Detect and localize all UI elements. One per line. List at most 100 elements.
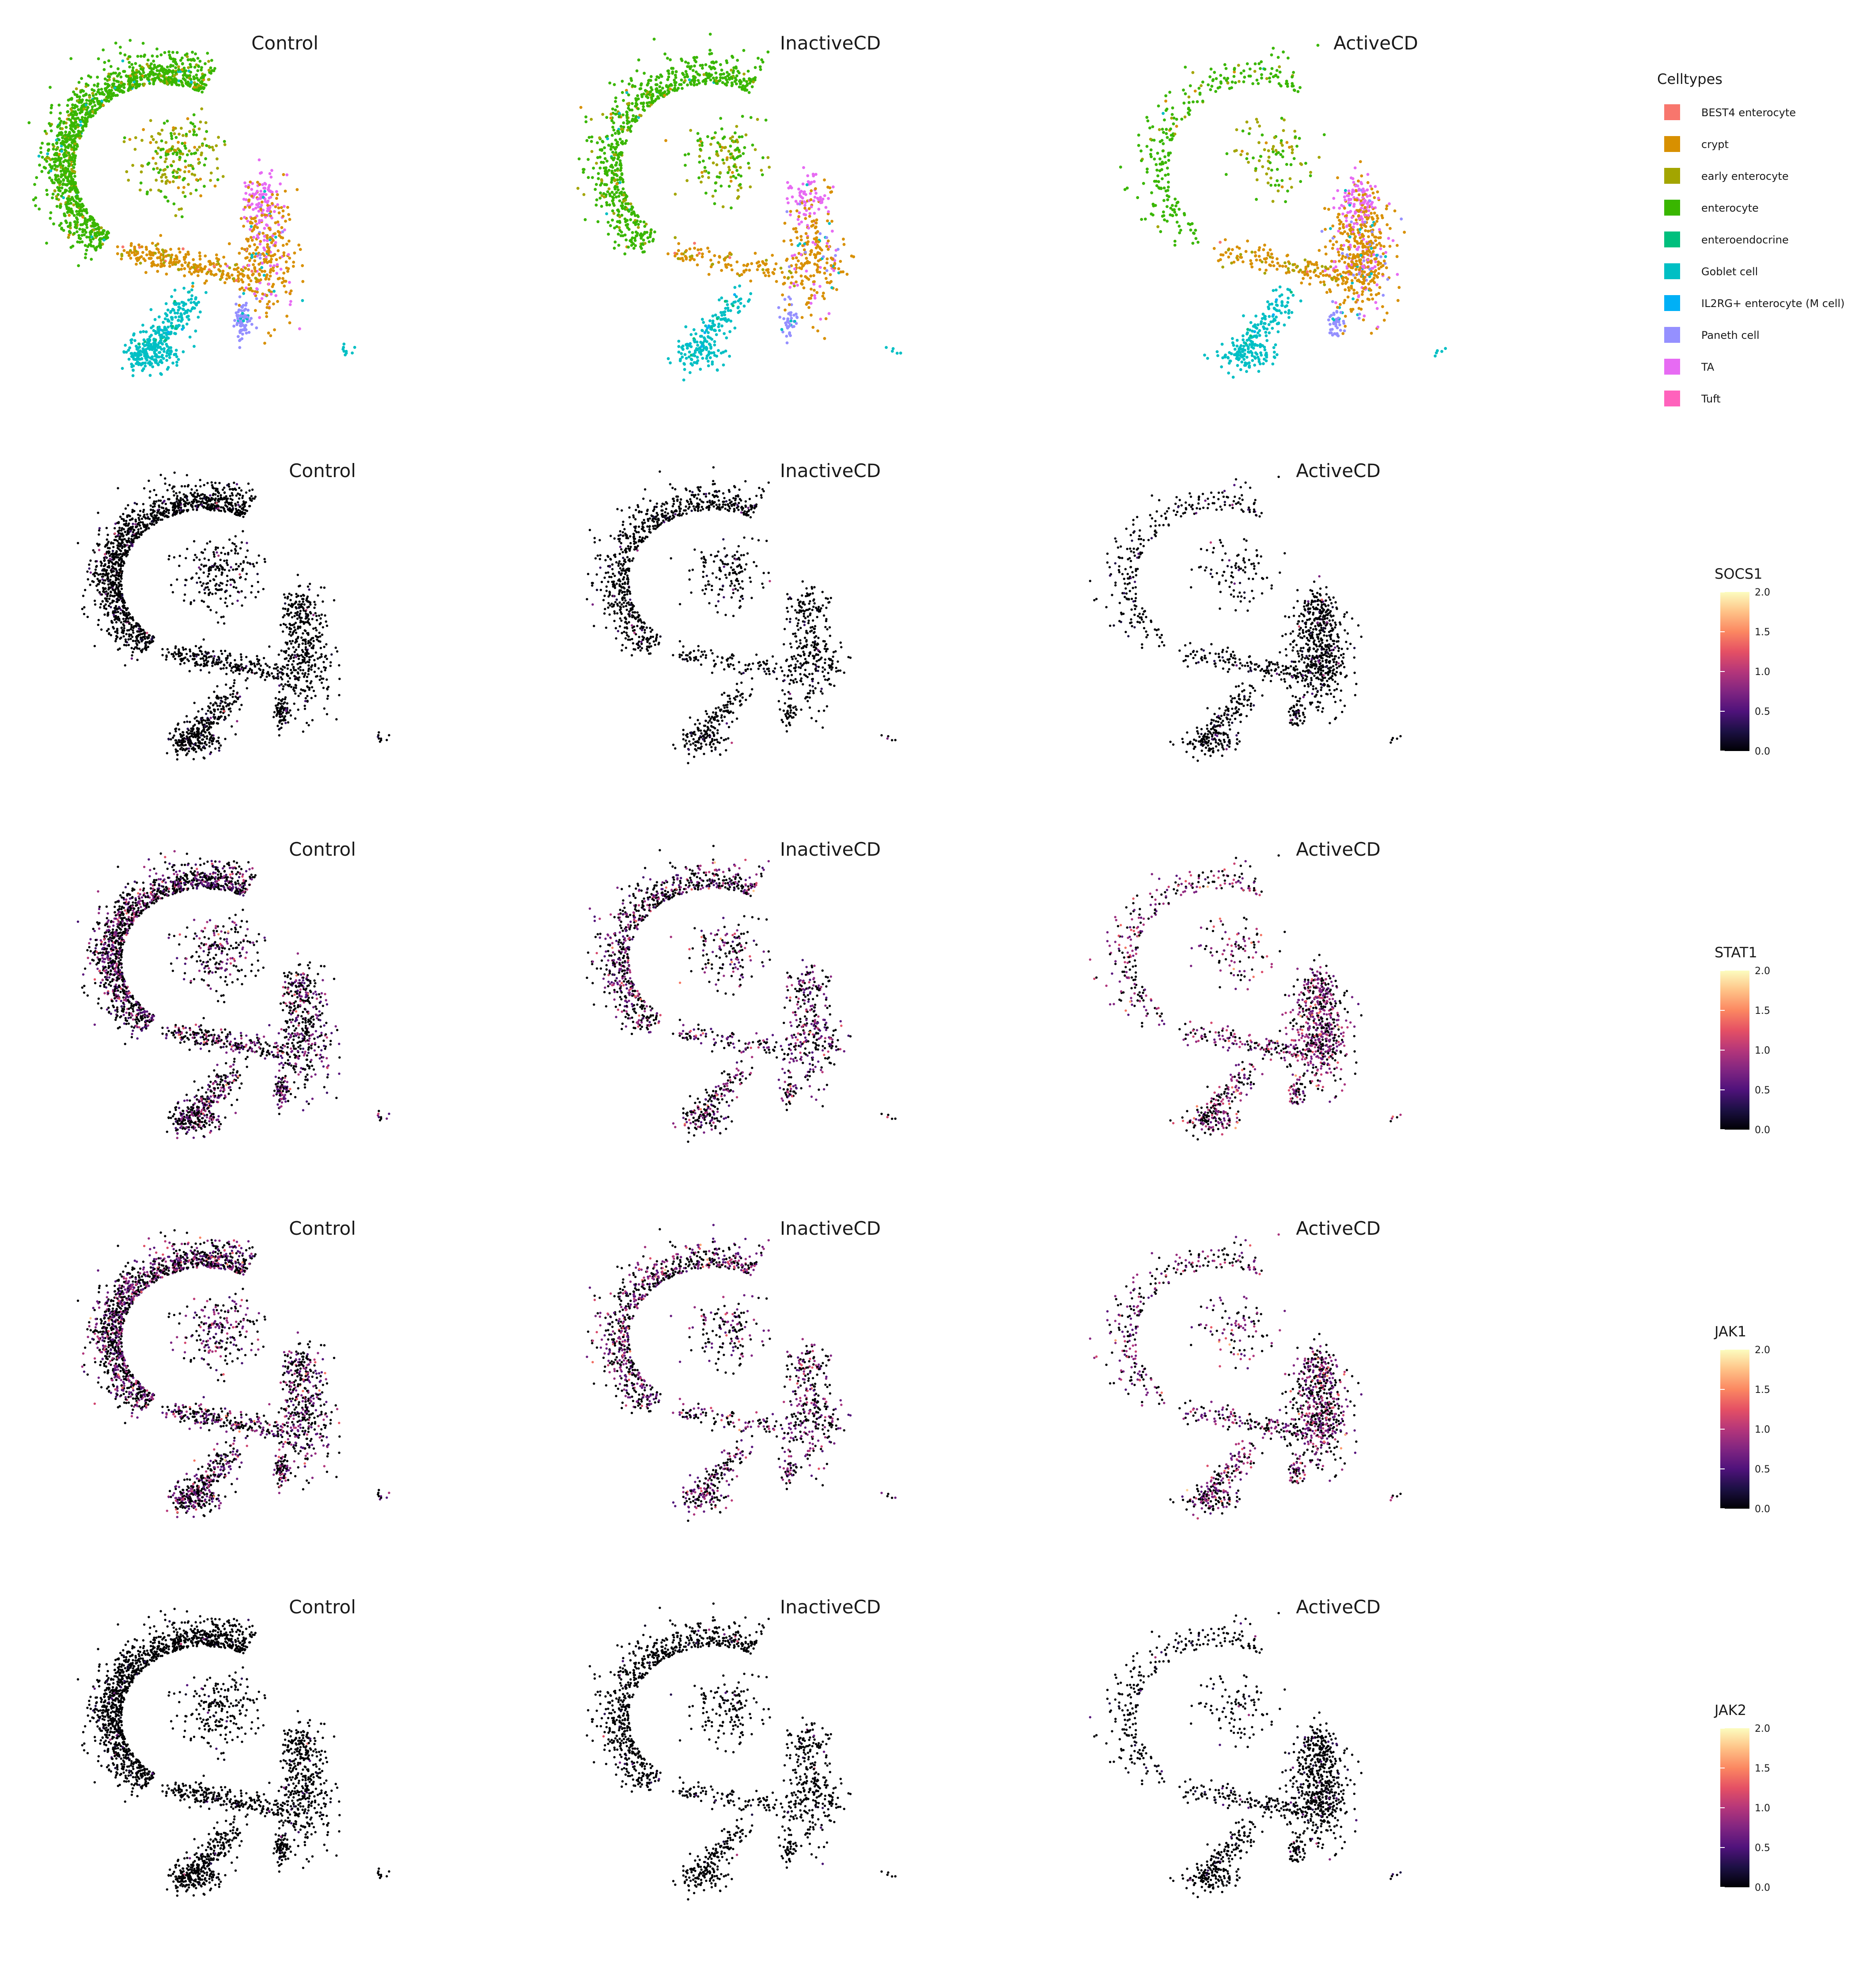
cell-point <box>80 234 83 237</box>
cell-point <box>238 252 241 255</box>
cell-point <box>156 263 159 266</box>
cell-point <box>161 129 164 132</box>
cell-point <box>102 49 105 52</box>
cell-point <box>155 178 158 182</box>
cell-point <box>282 209 285 212</box>
cell-point <box>128 65 131 68</box>
cell-point <box>139 189 142 192</box>
cell-point <box>160 140 163 143</box>
cell-point <box>85 99 88 102</box>
cell-point <box>114 42 117 45</box>
cell-point <box>48 176 51 179</box>
cell-point <box>121 60 125 63</box>
cell-point <box>289 303 292 306</box>
cell-point <box>197 316 200 319</box>
cell-point <box>295 188 299 191</box>
panel-title-celltype-inactivecd: InactiveCD <box>780 32 881 54</box>
cell-point <box>142 330 145 333</box>
cell-point <box>123 249 126 252</box>
cell-point <box>284 291 288 294</box>
cell-point <box>247 283 250 286</box>
cell-point <box>134 148 137 151</box>
cell-point <box>250 188 253 191</box>
cell-point <box>77 108 80 111</box>
cell-point <box>49 111 53 114</box>
cell-point <box>203 185 206 188</box>
cell-point <box>187 299 190 302</box>
cell-point <box>145 330 148 334</box>
cell-point <box>136 55 140 58</box>
cell-point <box>84 253 87 256</box>
cell-point <box>298 327 301 330</box>
cell-point <box>188 149 191 152</box>
cell-point <box>277 206 280 209</box>
cell-point <box>96 76 99 79</box>
cell-point <box>285 173 288 176</box>
cell-point <box>174 288 177 292</box>
cell-point <box>146 190 149 193</box>
cell-point <box>173 202 176 205</box>
cell-point <box>170 322 173 325</box>
cell-point <box>193 125 196 128</box>
cell-point <box>174 66 177 69</box>
scatter-points-celltype-control <box>27 39 356 377</box>
cell-point <box>258 316 261 319</box>
cell-point <box>180 127 183 130</box>
cell-point <box>254 207 257 210</box>
cell-point <box>216 157 219 160</box>
cell-point <box>192 133 195 136</box>
cell-point <box>64 130 67 133</box>
cell-point <box>170 134 173 137</box>
cell-point <box>233 319 236 322</box>
cell-point <box>198 254 201 258</box>
cell-point <box>274 236 277 239</box>
cell-point <box>258 159 261 162</box>
cell-point <box>168 356 171 359</box>
cell-point <box>276 300 279 303</box>
cell-point <box>255 326 258 330</box>
cell-point <box>263 270 266 273</box>
cell-point <box>149 141 152 144</box>
cell-point <box>149 119 152 122</box>
cell-point <box>284 190 287 193</box>
cell-point <box>252 236 255 239</box>
cell-point <box>38 208 41 211</box>
cell-point <box>242 309 246 312</box>
cell-point <box>191 285 194 288</box>
cell-point <box>187 164 190 167</box>
cell-point <box>204 62 207 65</box>
cell-point <box>103 68 106 71</box>
cell-point <box>165 254 168 258</box>
cell-point <box>163 51 167 54</box>
cell-point <box>204 157 207 160</box>
cell-point <box>58 117 61 120</box>
cell-point <box>85 249 88 252</box>
cell-point <box>158 251 161 254</box>
cell-point <box>116 252 119 255</box>
cell-point <box>192 258 195 261</box>
cell-point <box>148 82 151 85</box>
cell-point <box>228 242 231 245</box>
cell-point <box>78 95 81 99</box>
cell-point <box>161 342 164 345</box>
cell-point <box>199 178 202 181</box>
cell-point <box>184 159 187 163</box>
cell-point <box>182 186 186 189</box>
celltype-row: Control InactiveCD ActiveCD <box>27 32 1447 381</box>
cell-point <box>35 176 38 179</box>
cell-point <box>288 257 291 260</box>
panel-title-celltype-activecd: ActiveCD <box>1333 32 1418 54</box>
cell-point <box>199 60 202 63</box>
cell-point <box>157 147 160 150</box>
cell-point <box>250 279 253 282</box>
cell-point <box>191 282 194 285</box>
cell-point <box>255 287 258 290</box>
cell-point <box>172 180 175 183</box>
cell-point <box>175 171 178 174</box>
cell-point <box>165 180 168 183</box>
cell-point <box>182 304 185 307</box>
cell-point <box>342 342 345 345</box>
cell-point <box>204 121 208 124</box>
cell-point <box>75 216 78 219</box>
cell-point <box>285 260 288 263</box>
